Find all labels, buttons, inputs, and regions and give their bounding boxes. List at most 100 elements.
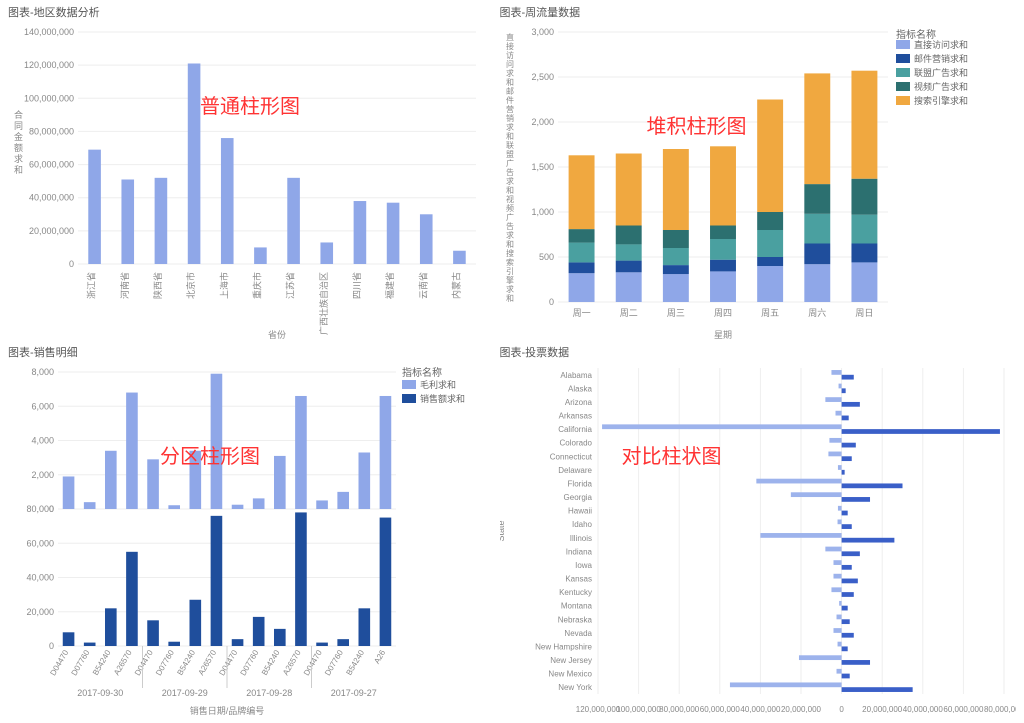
svg-text:销售额求和: 销售额求和 xyxy=(420,393,465,404)
svg-text:B54240: B54240 xyxy=(175,648,197,677)
stacked-bar-chart: 05001,0001,5002,0002,5003,000直接访问求和邮件营销求… xyxy=(500,24,1016,342)
svg-text:New Jersey: New Jersey xyxy=(550,656,592,665)
partitioned-bar-chart: 02,0004,0006,0008,000020,00040,00060,000… xyxy=(8,364,488,718)
svg-text:20,000,000: 20,000,000 xyxy=(862,705,903,714)
svg-text:上海市: 上海市 xyxy=(218,272,229,299)
svg-text:指标名称: 指标名称 xyxy=(402,366,442,379)
svg-text:江苏省: 江苏省 xyxy=(285,272,296,299)
svg-text:周日: 周日 xyxy=(855,308,873,318)
svg-text:Delaware: Delaware xyxy=(558,466,592,475)
svg-text:和: 和 xyxy=(506,78,514,87)
svg-text:同: 同 xyxy=(14,121,23,131)
svg-text:2,500: 2,500 xyxy=(531,72,554,82)
svg-text:100,000,000: 100,000,000 xyxy=(24,93,74,103)
svg-text:求: 求 xyxy=(506,230,514,240)
svg-text:500: 500 xyxy=(538,252,553,262)
svg-text:周三: 周三 xyxy=(666,308,684,318)
svg-text:20,000,000: 20,000,000 xyxy=(780,705,821,714)
svg-text:A26570: A26570 xyxy=(197,648,219,677)
svg-text:120,000,000: 120,000,000 xyxy=(24,60,74,70)
svg-text:60,000,000: 60,000,000 xyxy=(699,705,740,714)
svg-text:接: 接 xyxy=(506,41,514,51)
svg-text:Nevada: Nevada xyxy=(564,629,592,638)
svg-text:4,000: 4,000 xyxy=(31,436,54,446)
svg-text:广: 广 xyxy=(506,212,514,222)
svg-text:D04470: D04470 xyxy=(133,648,155,677)
svg-text:陕西省: 陕西省 xyxy=(152,272,163,299)
svg-text:周一: 周一 xyxy=(572,308,590,318)
bar-chart: 020,000,00040,000,00060,000,00080,000,00… xyxy=(8,24,488,342)
svg-text:80,000: 80,000 xyxy=(26,504,54,514)
svg-text:A26570: A26570 xyxy=(112,648,134,677)
svg-text:营: 营 xyxy=(506,104,514,114)
svg-text:和: 和 xyxy=(506,240,514,249)
svg-text:索: 索 xyxy=(506,257,514,267)
svg-text:访: 访 xyxy=(506,50,514,60)
svg-text:引: 引 xyxy=(506,267,514,276)
svg-text:河南省: 河南省 xyxy=(119,272,130,299)
svg-text:1,000: 1,000 xyxy=(531,207,554,217)
svg-text:邮: 邮 xyxy=(506,86,514,96)
svg-text:求: 求 xyxy=(506,284,514,294)
svg-text:周五: 周五 xyxy=(761,308,779,318)
svg-text:D07760: D07760 xyxy=(239,648,261,677)
svg-text:视频广告求和: 视频广告求和 xyxy=(914,81,968,92)
svg-text:0: 0 xyxy=(69,259,74,269)
svg-text:Florida: Florida xyxy=(567,479,592,488)
svg-text:周六: 周六 xyxy=(808,307,826,318)
svg-text:60,000,000: 60,000,000 xyxy=(29,160,74,170)
svg-text:金: 金 xyxy=(14,131,23,142)
svg-text:Colorado: Colorado xyxy=(559,439,592,448)
panel-voting-data: 图表-投票数据 对比柱状图 120,000,000100,000,00080,0… xyxy=(492,340,1024,716)
svg-text:40,000: 40,000 xyxy=(26,573,54,583)
svg-text:New Hampshire: New Hampshire xyxy=(535,642,592,651)
svg-text:8,000: 8,000 xyxy=(31,367,54,377)
svg-text:D07760: D07760 xyxy=(323,648,345,677)
svg-text:视: 视 xyxy=(506,194,514,204)
svg-text:120,000,000: 120,000,000 xyxy=(575,705,620,714)
svg-text:频: 频 xyxy=(506,203,514,213)
svg-text:0: 0 xyxy=(49,641,54,651)
svg-text:6,000: 6,000 xyxy=(31,401,54,411)
svg-text:销: 销 xyxy=(506,113,514,123)
svg-text:广: 广 xyxy=(506,158,514,168)
svg-text:联: 联 xyxy=(506,141,514,150)
svg-text:Iowa: Iowa xyxy=(575,561,592,570)
svg-text:0: 0 xyxy=(839,705,844,714)
svg-text:B54240: B54240 xyxy=(260,648,282,677)
svg-text:0: 0 xyxy=(549,297,554,307)
svg-text:Alaska: Alaska xyxy=(568,384,593,393)
svg-text:内蒙古: 内蒙古 xyxy=(450,272,461,299)
svg-text:求: 求 xyxy=(14,153,23,164)
svg-text:New Mexico: New Mexico xyxy=(548,670,592,679)
svg-text:和: 和 xyxy=(506,294,514,303)
svg-text:和: 和 xyxy=(506,186,514,195)
svg-text:告: 告 xyxy=(506,167,514,177)
svg-text:D07760: D07760 xyxy=(154,648,176,677)
svg-text:Connecticut: Connecticut xyxy=(549,452,592,461)
svg-text:求: 求 xyxy=(506,122,514,132)
svg-text:D07760: D07760 xyxy=(70,648,92,677)
svg-text:和: 和 xyxy=(506,132,514,141)
svg-text:和: 和 xyxy=(14,165,23,175)
svg-text:擎: 擎 xyxy=(506,275,514,285)
svg-text:2017-09-28: 2017-09-28 xyxy=(246,688,292,698)
svg-text:盟: 盟 xyxy=(506,150,514,159)
svg-text:北京市: 北京市 xyxy=(185,272,196,299)
panel-title: 图表-投票数据 xyxy=(500,344,1016,360)
svg-text:福建省: 福建省 xyxy=(384,272,395,299)
svg-text:问: 问 xyxy=(506,60,514,69)
svg-text:D04470: D04470 xyxy=(217,648,239,677)
svg-text:周二: 周二 xyxy=(619,308,637,318)
panel-title: 图表-周流量数据 xyxy=(500,4,1016,20)
svg-text:邮件营销求和: 邮件营销求和 xyxy=(914,53,968,64)
svg-text:毛利求和: 毛利求和 xyxy=(420,379,456,390)
panel-title: 图表-销售明细 xyxy=(8,344,484,360)
svg-text:Illinois: Illinois xyxy=(569,534,591,543)
diverging-bar-chart: 120,000,000100,000,00080,000,00060,000,0… xyxy=(500,364,1016,718)
svg-text:New York: New York xyxy=(558,683,593,692)
panel-title: 图表-地区数据分析 xyxy=(8,4,484,20)
svg-text:云南省: 云南省 xyxy=(417,272,428,299)
svg-text:Montana: Montana xyxy=(560,602,592,611)
svg-text:直: 直 xyxy=(506,32,514,42)
